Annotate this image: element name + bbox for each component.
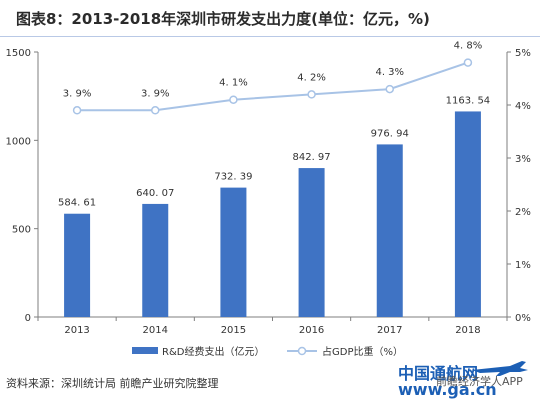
y-right-tick-label: 3%	[515, 154, 531, 165]
watermark-app-text: 前瞻经济学人APP	[436, 375, 523, 388]
bar	[220, 187, 247, 317]
line-data-label: 4. 3%	[375, 67, 404, 78]
y-right-tick-label: 4%	[515, 101, 531, 112]
legend-bar-swatch	[132, 347, 158, 354]
watermark-logo-text: 中国通航网	[398, 364, 479, 383]
legend-line-marker	[297, 346, 307, 356]
x-tick-label: 2014	[143, 325, 168, 336]
y-left-tick-label: 500	[12, 225, 31, 236]
y-left-tick-label: 1000	[6, 136, 31, 147]
x-tick-label: 2018	[455, 325, 480, 336]
legend-line-label: 占GDP比重（%）	[322, 345, 403, 358]
x-tick-label: 2017	[377, 325, 402, 336]
x-tick-label: 2015	[221, 325, 246, 336]
bar	[142, 203, 169, 317]
chart-title: 图表8：2013-2018年深圳市研发支出力度(单位：亿元，%)	[16, 10, 430, 28]
line-data-label: 4. 8%	[454, 41, 483, 52]
bar-data-label: 842. 97	[292, 152, 330, 163]
bar	[64, 213, 91, 317]
bar	[376, 144, 403, 317]
y-right-tick-label: 0%	[515, 313, 531, 324]
line-point	[385, 84, 394, 94]
source-note: 资料来源：深圳统计局 前瞻产业研究院整理	[6, 377, 219, 390]
line-data-label: 3. 9%	[63, 88, 92, 99]
airplane-icon	[472, 361, 528, 376]
y-left-tick-label: 1500	[6, 48, 31, 59]
bar	[298, 168, 325, 317]
line-data-label: 3. 9%	[141, 88, 170, 99]
line-point	[151, 106, 160, 115]
line-data-label: 4. 1%	[219, 78, 248, 89]
line-point	[307, 90, 316, 99]
bar-data-label: 1163. 54	[446, 95, 491, 106]
watermark-url-text: www.ga.cn	[398, 380, 497, 399]
x-tick-label: 2013	[64, 325, 89, 336]
x-tick-label: 2016	[299, 325, 324, 336]
y-right-tick-label: 5%	[515, 48, 531, 59]
bar-data-label: 584. 61	[58, 198, 96, 209]
line-data-label: 4. 2%	[297, 72, 326, 83]
title-bar: 图表8：2013-2018年深圳市研发支出力度(单位：亿元，%)	[0, 0, 540, 37]
bar-data-label: 976. 94	[371, 128, 409, 139]
legend-bar-label: R&D经费支出（亿元）	[162, 345, 264, 358]
line-point	[72, 106, 82, 115]
y-right-tick-label: 2%	[515, 207, 531, 218]
bar	[454, 111, 481, 317]
line-point	[463, 58, 473, 67]
gdp-share-line	[77, 61, 469, 112]
y-left-tick-label: 0	[25, 313, 31, 324]
chart-canvas: 0 500 1000 1500 0% 1% 2% 3% 4% 5% 2013 2014 2015 2016…	[6, 41, 531, 358]
line-point	[229, 95, 238, 104]
bar-data-label: 640. 07	[136, 188, 174, 199]
y-right-tick-label: 1%	[515, 260, 531, 271]
bar-data-label: 732. 39	[214, 172, 252, 183]
